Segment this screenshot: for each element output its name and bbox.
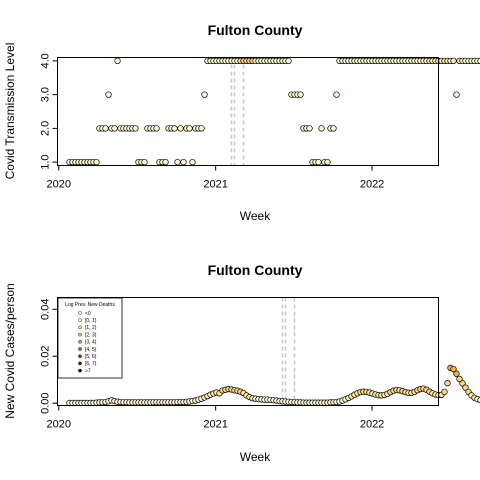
- data-point: [453, 370, 460, 377]
- legend-swatch: [78, 325, 82, 330]
- data-point: [450, 365, 457, 373]
- y-tick-label: 3.0: [40, 87, 52, 102]
- data-point: [171, 125, 178, 132]
- data-point: [477, 57, 480, 64]
- data-point: [174, 158, 181, 166]
- data-point: [330, 125, 337, 132]
- data-point: [102, 125, 109, 132]
- data-point: [114, 57, 121, 65]
- data-point: [315, 158, 322, 166]
- legend-entry: >7: [85, 368, 91, 374]
- data-point: [201, 91, 208, 98]
- data-point: [462, 384, 469, 391]
- panel-2-xlabel: Week: [240, 450, 271, 464]
- x-tick-label: 2022: [360, 419, 384, 431]
- data-point: [450, 57, 457, 65]
- data-point: [93, 158, 100, 166]
- data-point: [306, 125, 313, 132]
- legend-swatch: [78, 332, 82, 337]
- legend-entry: [3, 4): [85, 340, 97, 346]
- panel-1-frame: [57, 57, 439, 166]
- data-point: [333, 91, 340, 98]
- panel-1-ylabel: Covid Transmission Level: [3, 43, 17, 180]
- legend-box: [57, 297, 123, 379]
- data-point: [297, 91, 304, 98]
- panel-1-title: Fulton County: [208, 22, 303, 38]
- data-point: [141, 158, 148, 166]
- legend-title: Log Prev. New Deaths: [65, 302, 115, 308]
- y-tick-label: 1.0: [40, 154, 52, 169]
- data-point: [180, 158, 187, 166]
- legend-entry: <0: [85, 311, 91, 317]
- y-tick-label: 0.00: [40, 392, 52, 413]
- data-point: [198, 125, 205, 132]
- data-point: [318, 125, 325, 132]
- data-point: [456, 375, 463, 383]
- data-point: [459, 380, 466, 387]
- data-point: [441, 388, 448, 396]
- data-point: [105, 91, 112, 98]
- data-point: [453, 91, 460, 98]
- y-tick-label: 0.02: [40, 345, 52, 366]
- legend-entry: [4, 5): [85, 347, 97, 353]
- data-point: [177, 125, 184, 132]
- panel-2-ylabel: New Covid Cases/person: [3, 283, 17, 418]
- data-point: [162, 158, 169, 166]
- legend-swatch: [78, 361, 82, 366]
- x-tick-label: 2021: [203, 179, 227, 191]
- panel-2-frame: [57, 297, 439, 406]
- legend-swatch: [78, 368, 82, 373]
- panel-1: Fulton County 1.02.03.04.0 2020 2021 2022 …: [3, 22, 480, 223]
- data-point: [189, 158, 196, 166]
- data-point: [186, 125, 193, 132]
- x-tick-label: 2020: [47, 179, 71, 191]
- legend-swatch: [78, 318, 82, 323]
- panel-2: Fulton County Log Prev. New Deaths <0[0, …: [3, 262, 480, 464]
- data-point: [324, 158, 331, 166]
- y-tick-label: 4.0: [40, 53, 52, 68]
- data-point: [444, 380, 451, 387]
- legend-swatch: [78, 347, 82, 351]
- legend-swatch: [78, 311, 82, 315]
- y-tick-label: 2.0: [40, 121, 52, 136]
- panel-1-xlabel: Week: [240, 209, 271, 223]
- panel-2-title: Fulton County: [208, 262, 303, 278]
- legend-entry: [1, 2): [85, 325, 97, 331]
- data-point: [132, 125, 139, 132]
- legend-entry: [2, 3): [85, 332, 97, 338]
- data-point: [153, 125, 160, 132]
- x-tick-label: 2020: [47, 419, 71, 431]
- legend-swatch: [78, 339, 82, 344]
- legend-swatch: [78, 354, 82, 359]
- x-tick-label: 2021: [203, 419, 227, 431]
- legend-entry: [0, 1): [85, 318, 97, 324]
- legend-entry: [5, 6): [85, 354, 97, 360]
- data-point: [111, 125, 118, 132]
- data-point: [285, 57, 292, 65]
- legend-entry: [6, 7): [85, 361, 97, 367]
- x-tick-label: 2022: [360, 179, 384, 191]
- data-point: [477, 396, 480, 404]
- y-tick-label: 0.04: [40, 299, 52, 320]
